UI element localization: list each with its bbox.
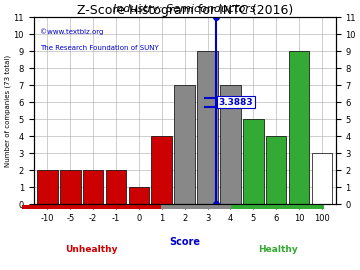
Title: Z-Score Histogram for INTC (2016): Z-Score Histogram for INTC (2016)	[77, 4, 293, 17]
Y-axis label: Number of companies (73 total): Number of companies (73 total)	[4, 55, 11, 167]
Bar	[312, 153, 332, 204]
Bar	[106, 170, 126, 204]
Text: The Research Foundation of SUNY: The Research Foundation of SUNY	[40, 45, 158, 51]
Bar	[174, 85, 195, 204]
Bar	[152, 136, 172, 204]
FancyBboxPatch shape	[231, 205, 324, 210]
Bar	[129, 187, 149, 204]
FancyBboxPatch shape	[22, 205, 161, 210]
Text: 3.3883: 3.3883	[219, 98, 253, 107]
Text: ©www.textbiz.org: ©www.textbiz.org	[40, 29, 103, 35]
Bar	[83, 170, 103, 204]
Bar	[243, 119, 264, 204]
Bar	[60, 170, 81, 204]
Bar	[220, 85, 241, 204]
Text: Industry: Semiconductors: Industry: Semiconductors	[113, 5, 256, 15]
Bar	[289, 51, 309, 204]
Bar	[37, 170, 58, 204]
Bar	[266, 136, 287, 204]
Bar	[197, 51, 218, 204]
Text: Unhealthy: Unhealthy	[66, 245, 118, 254]
X-axis label: Score: Score	[169, 237, 200, 247]
Text: Healthy: Healthy	[258, 245, 297, 254]
FancyBboxPatch shape	[161, 205, 231, 210]
